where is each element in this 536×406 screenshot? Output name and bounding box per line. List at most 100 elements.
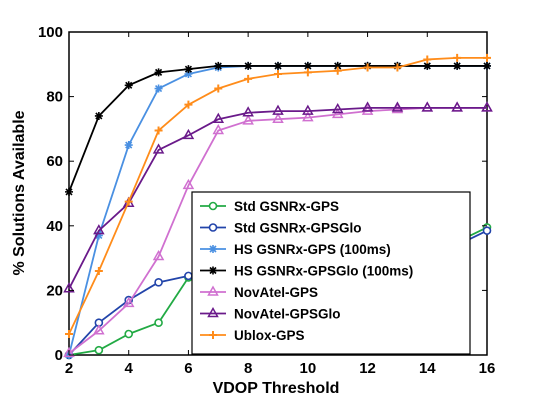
series-6	[63, 101, 493, 293]
legend-marker	[208, 201, 218, 211]
legend-item: HS GSNRx-GPSGlo (100ms)	[200, 264, 413, 279]
y-tick-label: 40	[46, 218, 63, 235]
x-tick-label: 16	[479, 360, 496, 377]
y-tick-label: 0	[55, 347, 63, 364]
legend-label: Ublox-GPS	[234, 328, 305, 343]
data-point	[393, 63, 402, 72]
legend-label: NovAtel-GPS	[234, 285, 318, 300]
data-point	[244, 74, 253, 83]
x-tick-label: 14	[419, 360, 436, 377]
series-line	[68, 107, 487, 290]
axis-ticks: 2 4 6 8 10 12 14 16 0 20 40 60 80 100	[38, 24, 495, 377]
data-point	[391, 101, 404, 112]
data-point	[154, 68, 163, 77]
data-point	[94, 111, 103, 120]
data-point	[65, 187, 73, 196]
legend-marker	[209, 331, 217, 339]
x-axis-label: VDOP Threshold	[213, 380, 340, 397]
data-point	[184, 69, 193, 78]
legend-label: Std GSNRx-GPSGlo	[234, 221, 362, 236]
data-point	[184, 65, 193, 74]
data-point	[481, 101, 493, 112]
series-7	[65, 53, 491, 339]
data-point	[212, 123, 225, 135]
data-point	[361, 101, 374, 112]
legend-marker	[207, 285, 219, 296]
legend: Std GSNRx-GPS Std GSNRx-GPSGlo HS GSNRx-GP…	[191, 191, 471, 355]
data-point	[423, 55, 432, 64]
data-point	[214, 84, 223, 93]
data-point	[124, 81, 133, 90]
y-tick-label: 100	[38, 24, 63, 41]
data-point	[154, 84, 163, 93]
data-point	[154, 318, 163, 328]
legend-item: Ublox-GPS	[200, 328, 305, 343]
data-point	[363, 63, 372, 72]
data-point	[152, 249, 165, 261]
data-point	[302, 104, 314, 115]
data-point	[303, 68, 312, 77]
data-point	[451, 101, 463, 112]
data-point	[331, 102, 344, 114]
legend-item: NovAtel-GPSGlo	[200, 307, 341, 322]
y-tick-label: 20	[46, 282, 63, 299]
data-point	[242, 106, 254, 117]
data-point	[212, 112, 225, 123]
data-point	[331, 107, 344, 119]
data-point	[421, 101, 434, 112]
data-point	[154, 126, 163, 135]
x-tick-label: 4	[125, 360, 134, 377]
y-axis-label: % Solutions Available	[11, 110, 28, 275]
data-point	[453, 53, 462, 62]
data-point	[242, 114, 254, 125]
data-point	[94, 345, 104, 355]
legend-box	[191, 191, 471, 355]
data-point	[154, 278, 163, 287]
legend-marker	[209, 245, 217, 253]
data-point	[453, 61, 462, 70]
data-point	[184, 271, 193, 281]
y-tick-label: 80	[46, 89, 63, 106]
data-point	[94, 267, 103, 276]
data-point	[303, 61, 312, 70]
legend-marker	[207, 306, 219, 318]
data-point	[63, 346, 75, 358]
data-point	[182, 128, 195, 140]
legend-label: Std GSNRx-GPS	[234, 199, 339, 214]
data-point	[122, 296, 135, 308]
x-tick-label: 6	[184, 360, 192, 377]
data-point	[94, 231, 103, 240]
data-point	[333, 66, 342, 75]
data-point	[482, 226, 492, 235]
legend-item: Std GSNRx-GPSGlo	[200, 221, 362, 236]
legend-item: Std GSNRx-GPS	[200, 199, 339, 214]
data-point	[361, 104, 374, 115]
data-point	[272, 112, 284, 123]
legend-label: NovAtel-GPSGlo	[234, 307, 341, 322]
data-point	[124, 141, 133, 150]
data-point	[124, 197, 133, 206]
data-point	[184, 100, 193, 109]
x-tick-label: 8	[244, 360, 252, 377]
legend-marker	[208, 223, 218, 232]
data-point	[423, 61, 432, 70]
data-point	[93, 324, 105, 335]
legend-label: HS GSNRx-GPSGlo (100ms)	[234, 264, 413, 279]
x-tick-label: 12	[359, 360, 376, 377]
data-point	[152, 143, 165, 154]
x-tick-label: 2	[65, 360, 73, 377]
data-point	[124, 329, 134, 339]
data-point	[214, 61, 223, 70]
legend-item: HS GSNRx-GPS (100ms)	[200, 242, 391, 257]
y-tick-label: 60	[46, 153, 63, 170]
data-point	[244, 61, 253, 70]
legend-label: HS GSNRx-GPS (100ms)	[234, 242, 391, 257]
data-point	[483, 53, 491, 62]
data-point	[274, 61, 282, 70]
legend-item: NovAtel-GPS	[200, 285, 318, 300]
data-point	[333, 61, 342, 70]
data-point	[274, 69, 282, 78]
legend-marker	[209, 266, 217, 275]
